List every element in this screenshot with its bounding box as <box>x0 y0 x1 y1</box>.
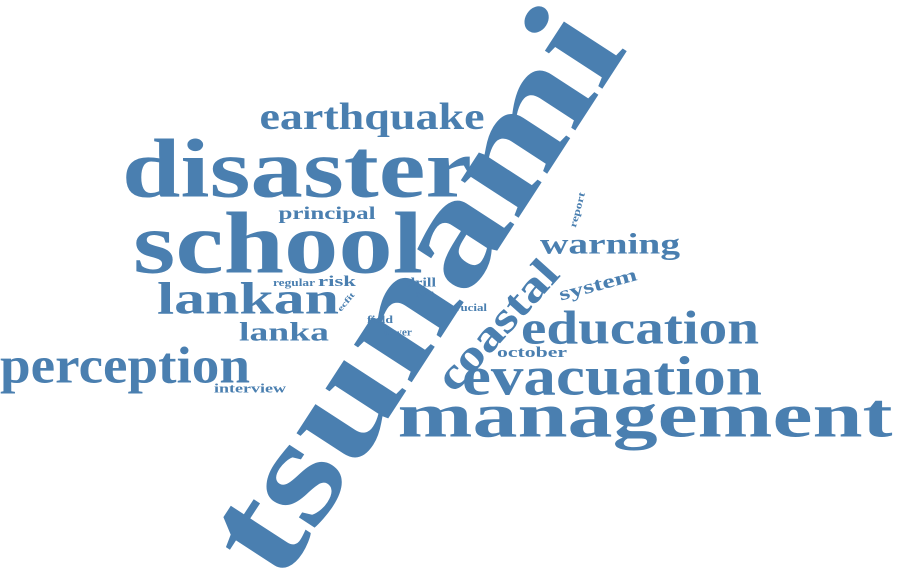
word-school: school <box>133 196 423 293</box>
word-risk-group: risk <box>318 274 357 290</box>
word-system-group: system <box>557 264 640 305</box>
word-system: system <box>557 264 640 305</box>
word-lanka-group: lanka <box>239 318 329 347</box>
word-regular-group: regular <box>273 277 315 289</box>
word-evacuation-group: evacuation <box>462 346 762 407</box>
word-earthquake: earthquake <box>260 96 485 138</box>
word-lanka: lanka <box>239 318 329 347</box>
word-perception-group: perception <box>0 338 250 395</box>
word-principal-group: principal <box>279 203 376 223</box>
word-disaster: disaster <box>122 123 472 216</box>
word-school-group: school <box>133 196 423 293</box>
word-education: education <box>521 302 759 355</box>
word-drill: drill <box>406 275 436 290</box>
word-education-group: education <box>521 302 759 355</box>
word-warning-group: warning <box>540 228 680 261</box>
word-evacuation: evacuation <box>462 346 762 407</box>
word-principal: principal <box>279 203 376 223</box>
word-earthquake-group: earthquake <box>260 96 485 138</box>
word-management: management <box>398 380 894 451</box>
word-warning: warning <box>540 228 680 261</box>
word-plan-group: plan <box>416 289 435 298</box>
word-risk: risk <box>318 274 357 290</box>
word-lankan: lankan <box>157 273 339 324</box>
word-october-group: october <box>497 345 567 361</box>
word-plan: plan <box>416 289 435 298</box>
word-interview-group: interview <box>214 381 287 396</box>
word-interview: interview <box>214 381 287 396</box>
word-drill-group: drill <box>406 275 436 290</box>
word-field: field <box>367 314 393 326</box>
word-crucial: crucial <box>449 302 487 314</box>
word-tower-group: tower <box>384 328 413 339</box>
word-tower: tower <box>384 328 413 339</box>
word-disaster-group: disaster <box>122 123 472 216</box>
word-lankan-group: lankan <box>157 273 339 324</box>
word-management-group: management <box>398 380 894 451</box>
word-perception: perception <box>0 338 250 395</box>
word-october: october <box>497 345 567 361</box>
word-field-group: field <box>367 314 393 326</box>
word-crucial-group: crucial <box>449 302 487 314</box>
word-regular: regular <box>273 277 315 289</box>
